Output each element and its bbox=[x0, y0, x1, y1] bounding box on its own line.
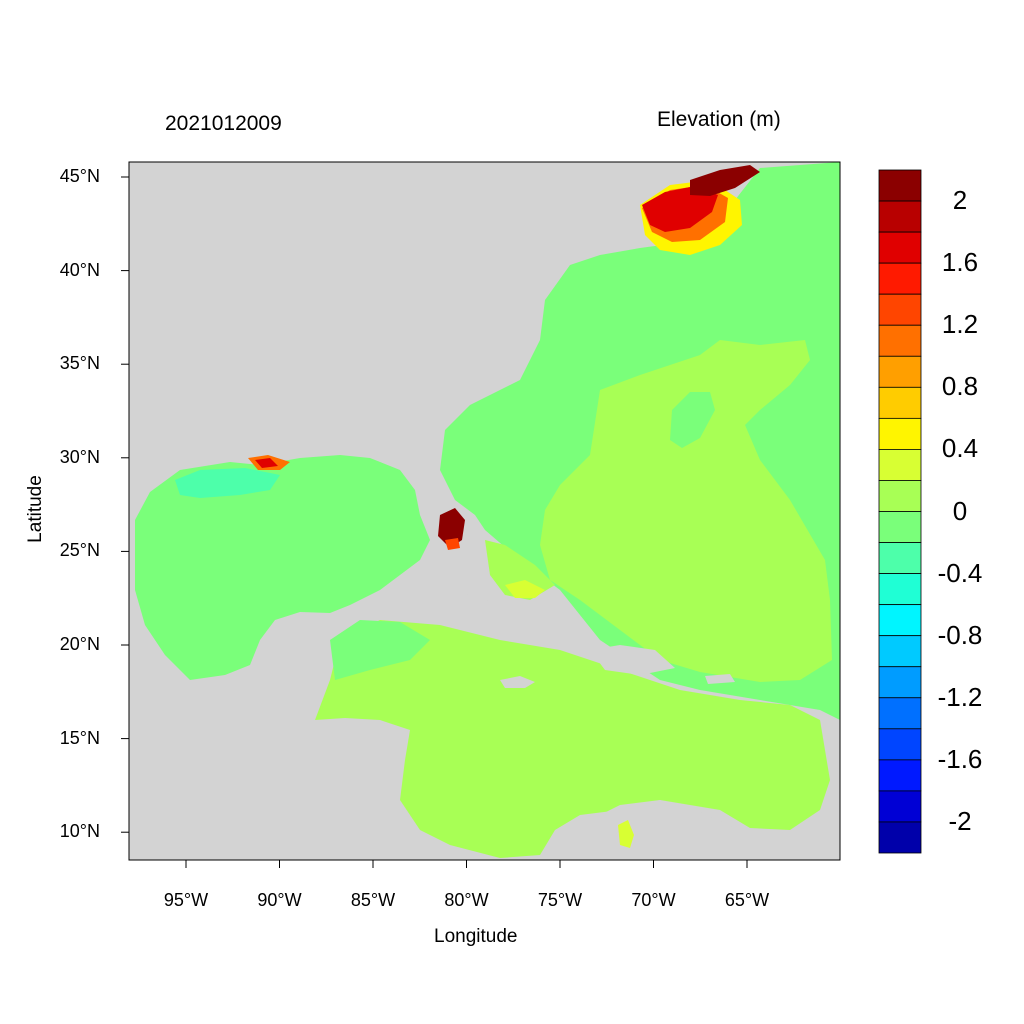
colorbar-label: 1.6 bbox=[941, 247, 979, 278]
colorbar-swatch bbox=[878, 386, 922, 419]
x-tick-label: 70°W bbox=[631, 890, 676, 910]
gulf-negative-patch bbox=[175, 468, 280, 498]
colorbar-swatch bbox=[878, 666, 922, 699]
colorbar-label: 1.2 bbox=[941, 309, 979, 340]
colorbar-swatch bbox=[878, 480, 922, 512]
louisiana-surge-core bbox=[255, 458, 278, 468]
colorbar-label: 0 bbox=[952, 495, 968, 526]
colorbar bbox=[878, 169, 922, 854]
x-tick-label: 75°W bbox=[537, 890, 583, 910]
y-tick-label: 30°N bbox=[59, 446, 100, 467]
y-tick-label: 25°N bbox=[59, 540, 100, 561]
colorbar-swatch bbox=[878, 821, 922, 854]
colorbar-label: 0.8 bbox=[941, 371, 979, 402]
maine-surge-darkred bbox=[690, 165, 760, 196]
colorbar-swatch bbox=[878, 790, 922, 823]
variable-label: Elevation (m) bbox=[657, 108, 781, 131]
colorbar-swatch bbox=[878, 604, 922, 637]
hispaniola bbox=[590, 645, 675, 675]
florida-surge-tip bbox=[445, 538, 460, 550]
colorbar-swatch bbox=[878, 355, 922, 388]
colorbar-label: -0.4 bbox=[937, 557, 983, 588]
maracaibo-lake bbox=[618, 820, 634, 848]
colorbar-swatch bbox=[878, 324, 922, 357]
atlantic-eddy bbox=[670, 392, 715, 448]
florida-surge bbox=[438, 508, 465, 548]
x-tick-label: 80°W bbox=[444, 890, 489, 910]
colorbar-swatch bbox=[878, 573, 922, 606]
puerto-rico bbox=[705, 674, 735, 684]
south-america bbox=[540, 800, 840, 860]
colorbar-swatch bbox=[878, 417, 922, 450]
colorbar-swatch bbox=[878, 697, 922, 730]
y-tick-label: 45°N bbox=[59, 166, 100, 186]
colorbar-swatch bbox=[878, 293, 922, 326]
colorbar-swatch bbox=[878, 449, 922, 481]
colorbar-swatch bbox=[878, 231, 922, 264]
bahamas-surge bbox=[505, 580, 545, 598]
colorbar-swatch bbox=[878, 542, 922, 574]
y-tick-label: 15°N bbox=[59, 727, 100, 748]
cuba bbox=[385, 588, 575, 640]
x-axis-label: Longitude bbox=[434, 926, 518, 947]
colorbar-swatch bbox=[878, 262, 922, 295]
colorbar-swatch bbox=[878, 759, 922, 792]
y-tick-label: 20°N bbox=[59, 634, 100, 654]
x-tick-label: 65°W bbox=[724, 890, 770, 910]
x-tick-label: 95°W bbox=[163, 890, 209, 910]
caribbean-sea bbox=[315, 620, 830, 858]
colorbar-label: -1.6 bbox=[937, 743, 983, 774]
colorbar-label: -0.8 bbox=[937, 619, 983, 650]
y-tick-label: 35°N bbox=[59, 353, 100, 374]
colorbar-swatch bbox=[878, 169, 922, 202]
colorbar-swatch bbox=[878, 200, 922, 233]
axis-ticks bbox=[121, 176, 748, 868]
colorbar-label: -2 bbox=[948, 805, 972, 836]
colorbar-label: 2 bbox=[952, 185, 968, 216]
maine-surge-red bbox=[642, 186, 718, 232]
colorbar-swatch bbox=[878, 511, 922, 543]
jamaica bbox=[500, 676, 535, 688]
bahamas-shelf bbox=[485, 540, 555, 600]
x-tick-label: 85°W bbox=[350, 890, 396, 910]
y-tick-label: 40°N bbox=[59, 259, 100, 280]
map-frame bbox=[128, 161, 841, 861]
caribbean-northwest bbox=[330, 620, 430, 680]
colorbar-swatch bbox=[878, 635, 922, 668]
colorbar-label: 0.4 bbox=[941, 433, 979, 464]
gulf-of-mexico bbox=[135, 455, 430, 680]
timestamp-label: 2021012009 bbox=[165, 112, 282, 135]
x-tick-label: 90°W bbox=[257, 890, 302, 910]
colorbar-label: -1.2 bbox=[937, 681, 983, 712]
map-area bbox=[129, 162, 840, 860]
y-tick-label: 10°N bbox=[59, 821, 100, 842]
atlantic-interior bbox=[540, 340, 832, 682]
colorbar-swatch bbox=[878, 728, 922, 761]
